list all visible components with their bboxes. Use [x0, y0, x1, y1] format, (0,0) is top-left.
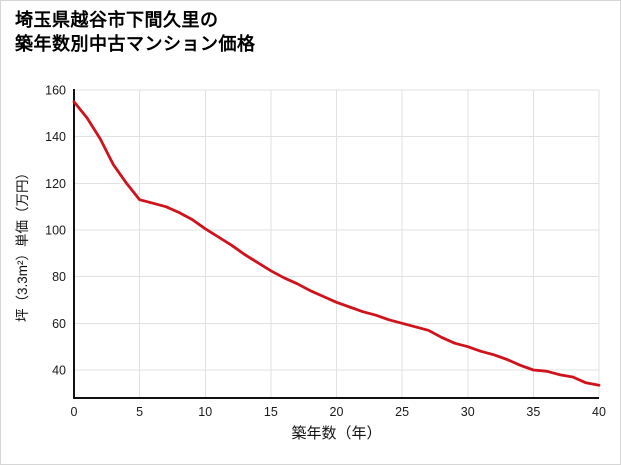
x-axis-label: 築年数（年） [291, 425, 382, 442]
x-tick-label: 30 [461, 405, 475, 419]
x-tick-label: 0 [71, 405, 78, 419]
x-tick-label: 20 [330, 405, 344, 419]
y-tick-label: 40 [52, 364, 66, 378]
y-tick-label: 80 [52, 270, 66, 284]
chart-title-line1: 埼玉県越谷市下間久里の [15, 10, 219, 30]
y-axis-label: 坪（3.3m²）単価（万円） [15, 165, 30, 323]
y-tick-label: 60 [52, 317, 66, 331]
chart-title: 埼玉県越谷市下間久里の 築年数別中古マンション価格 [15, 9, 256, 57]
y-tick-label: 160 [45, 84, 66, 98]
y-tick-label: 120 [45, 177, 66, 191]
x-tick-label: 35 [526, 405, 540, 419]
x-tick-label: 15 [264, 405, 278, 419]
x-tick-label: 5 [136, 405, 143, 419]
price-line [72, 100, 601, 387]
x-tick-label: 25 [395, 405, 409, 419]
x-tick-label: 10 [198, 405, 212, 419]
chart-title-line2: 築年数別中古マンション価格 [15, 33, 256, 54]
y-tick-label: 140 [45, 130, 66, 144]
y-tick-label: 100 [45, 224, 66, 238]
x-tick-label: 40 [592, 405, 606, 419]
